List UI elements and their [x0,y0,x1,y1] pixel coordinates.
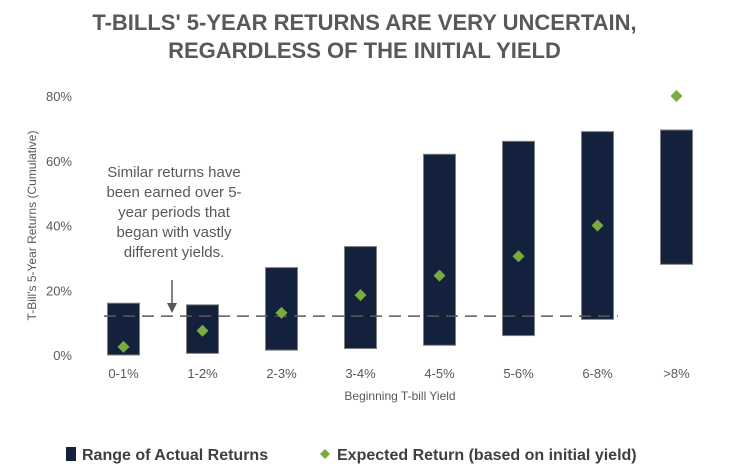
x-tick-label: >8% [663,366,690,381]
x-tick-label: 2-3% [266,366,297,381]
range-bar [502,140,535,337]
legend-label-expected: Expected Return (based on initial yield) [337,447,637,464]
x-tick-label: 4-5% [424,366,455,381]
annotation-text: began with vastly [116,224,232,241]
annotation-text: year periods that [118,204,231,221]
y-tick-label: 0% [53,348,72,363]
x-tick-label: 6-8% [582,366,613,381]
legend-swatch-expected [320,449,330,459]
y-tick-label: 20% [46,283,72,298]
range-bar [660,129,693,265]
y-axis-label: T-Bill's 5-Year Returns (Cumulative) [25,131,39,321]
x-axis-label: Beginning T-bill Yield [344,389,455,403]
annotation-text: different yields. [124,244,225,261]
y-tick-label: 60% [46,154,72,169]
x-tick-label: 3-4% [345,366,376,381]
y-tick-label: 40% [46,219,72,234]
annotation-text: been earned over 5- [106,184,241,201]
legend-swatch-range [66,447,76,461]
expected-return-marker [196,324,209,337]
legend-label-range: Range of Actual Returns [82,447,268,464]
annotation-arrow-head [167,303,177,313]
expected-return-marker [670,90,683,102]
x-tick-label: 0-1% [108,366,139,381]
chart-title-line-1: T-BILLS' 5-YEAR RETURNS ARE VERY UNCERTA… [92,10,637,35]
x-tick-label: 1-2% [187,366,218,381]
range-bar [423,153,456,346]
chart-title-line-2: REGARDLESS OF THE INITIAL YIELD [168,38,561,63]
expected-return-marker [433,269,446,282]
expected-return-marker [117,340,130,353]
x-tick-label: 5-6% [503,366,534,381]
expected-return-marker [591,219,604,232]
expected-return-marker [512,250,525,263]
annotation-text: Similar returns have [107,164,240,181]
y-tick-label: 80% [46,89,72,104]
expected-return-marker [354,289,367,302]
expected-return-marker [275,306,288,319]
